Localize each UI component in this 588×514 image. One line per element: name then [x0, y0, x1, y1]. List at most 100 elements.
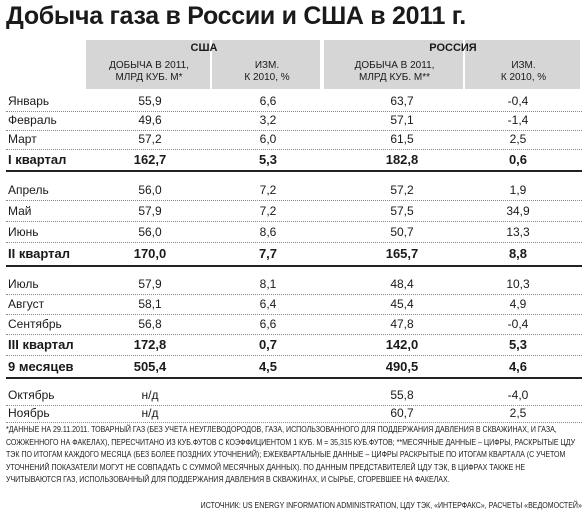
group-header: РОССИЯ [429, 42, 477, 54]
cell: 4,6 [508, 359, 528, 374]
cell: 5,3 [508, 337, 528, 352]
cell: 13,3 [506, 225, 530, 239]
cell: 57,9 [138, 277, 162, 291]
cell: 57,9 [138, 204, 162, 218]
cell: 8,6 [259, 225, 277, 239]
cell: 7,2 [259, 204, 277, 218]
row-separator [6, 355, 582, 356]
column-header: ИЗМ. [511, 60, 536, 71]
cell: 7,7 [258, 246, 278, 261]
row-separator [6, 130, 582, 131]
row-separator [6, 221, 582, 222]
row-label: 9 месяцев [8, 359, 74, 374]
row-label: I квартал [8, 152, 67, 167]
cell: 57,2 [138, 132, 162, 146]
cell: 6,0 [259, 132, 277, 146]
cell: 0,6 [508, 152, 528, 167]
row-label: Май [8, 204, 32, 218]
cell: 63,7 [390, 94, 414, 108]
cell: 6,6 [259, 94, 277, 108]
cell: -4,0 [507, 388, 529, 402]
column-header: К 2010, % [244, 72, 290, 83]
row-separator [6, 405, 582, 406]
cell: 56,8 [138, 317, 162, 331]
cell: 56,0 [138, 225, 162, 239]
group-header: США [190, 42, 218, 54]
source: ИСТОЧНИК: US ENERGY INFORMATION ADMINIST… [200, 500, 582, 510]
row-separator [6, 242, 582, 243]
column-header: МЛРД КУБ. М** [359, 72, 430, 83]
row-label: Январь [8, 94, 50, 108]
cell: 7,2 [259, 183, 277, 197]
row-separator [6, 111, 582, 112]
column-header: ДОБЫЧА В 2011, [109, 60, 189, 71]
row-separator [6, 314, 582, 315]
cell: 8,1 [259, 277, 277, 291]
cell: н/д [141, 388, 159, 402]
cell: 58,1 [138, 297, 162, 311]
row-label: Август [8, 297, 45, 311]
cell: 505,4 [133, 359, 167, 374]
cell: 47,8 [390, 317, 414, 331]
cell: -1,4 [507, 113, 529, 127]
row-label: Октябрь [8, 388, 55, 402]
cell: 50,7 [390, 225, 414, 239]
cell: 55,9 [138, 94, 162, 108]
cell: 57,5 [390, 204, 414, 218]
row-label: Июль [8, 277, 39, 291]
cell: 60,7 [390, 406, 414, 420]
cell: 8,8 [508, 246, 528, 261]
column-header: МЛРД КУБ. М* [115, 72, 183, 83]
cell: 4,9 [509, 297, 527, 311]
cell: 2,5 [509, 132, 527, 146]
row-separator [6, 149, 582, 150]
cell: 6,4 [259, 297, 277, 311]
row-separator [6, 377, 582, 379]
cell: 1,9 [509, 183, 527, 197]
row-separator [6, 334, 582, 335]
cell: 61,5 [390, 132, 414, 146]
header-band [324, 40, 463, 89]
cell: 10,3 [506, 277, 530, 291]
row-label: Март [8, 132, 37, 146]
row-separator [6, 265, 582, 267]
row-separator [6, 200, 582, 201]
title: Добыча газа в России и США в 2011 г. [6, 2, 466, 30]
row-label: III квартал [8, 337, 74, 352]
cell: 162,7 [133, 152, 167, 167]
cell: 4,5 [258, 359, 278, 374]
cell: 56,0 [138, 183, 162, 197]
column-header: ИЗМ. [254, 60, 280, 71]
row-label: Февраль [8, 113, 57, 127]
header-band [465, 40, 580, 89]
cell: 5,3 [258, 152, 278, 167]
column-header: ДОБЫЧА В 2011, [354, 60, 435, 71]
cell: -0,4 [507, 94, 529, 108]
row-label: Июнь [8, 225, 39, 239]
cell: 55,8 [390, 388, 414, 402]
cell: -0,4 [507, 317, 529, 331]
cell: 3,2 [259, 113, 277, 127]
cell: 57,1 [390, 113, 414, 127]
cell: 172,8 [133, 337, 167, 352]
row-label: II квартал [8, 246, 71, 261]
row-label: Сентябрь [8, 317, 62, 331]
cell: 48,4 [390, 277, 414, 291]
cell: 0,7 [258, 337, 278, 352]
header-band [212, 40, 320, 89]
cell: 6,6 [259, 317, 277, 331]
cell: 165,7 [385, 246, 419, 261]
cell: 170,0 [133, 246, 167, 261]
cell: 45,4 [390, 297, 414, 311]
cell: 34,9 [506, 204, 530, 218]
cell: 142,0 [385, 337, 419, 352]
cell: 182,8 [385, 152, 419, 167]
column-header: К 2010, % [500, 72, 547, 83]
row-label: Ноябрь [8, 406, 50, 420]
header-band [86, 40, 210, 89]
footnote: *ДАННЫЕ НА 29.11.2011. ТОВАРНЫЙ ГАЗ (БЕЗ… [6, 424, 576, 484]
row-separator [6, 422, 582, 423]
cell: н/д [141, 406, 159, 420]
cell: 490,5 [385, 359, 419, 374]
